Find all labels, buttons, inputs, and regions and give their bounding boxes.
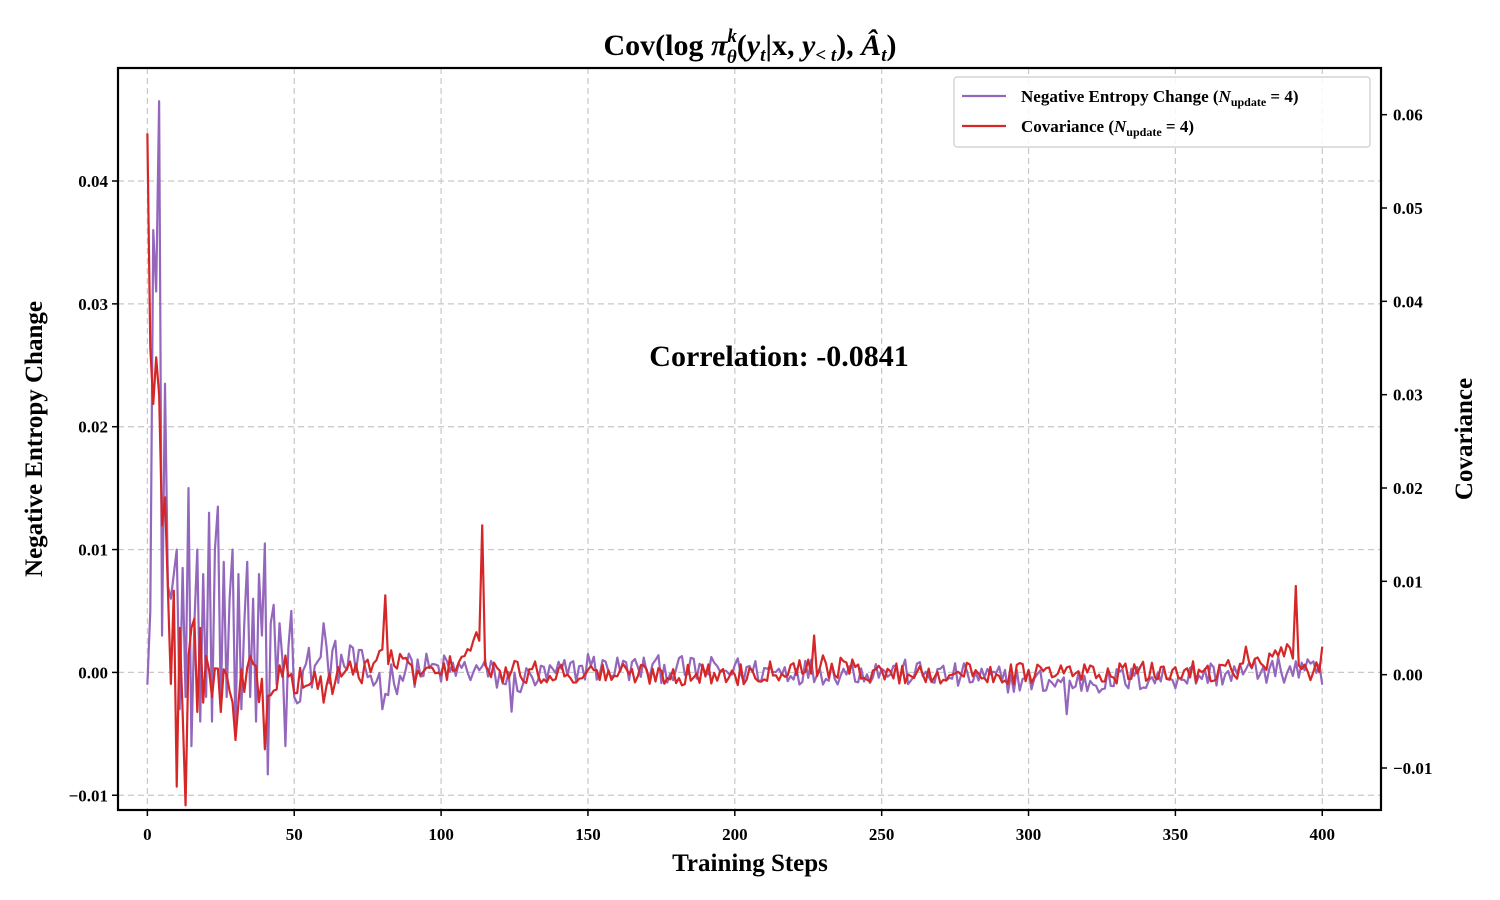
ticks: 0 50 100 150 200 250 300 350 400 −0.01 0.00 0.01 0.0…: [69, 106, 1433, 844]
x-tick-label: 100: [428, 825, 454, 844]
series-layer: [146, 100, 1324, 807]
x-tick-label: 400: [1310, 825, 1336, 844]
chart-title: Cov(log πk θ(yt|x, y< t), Ât): [604, 26, 897, 68]
y-axis-right-title: Covariance: [1451, 378, 1478, 500]
x-tick-label: 350: [1163, 825, 1189, 844]
y-left-tick-label: 0.03: [78, 295, 108, 314]
y-left-tick-label: 0.02: [78, 418, 108, 437]
y-right-tick-label: 0.01: [1393, 572, 1423, 591]
x-tick-label: 0: [143, 825, 152, 844]
y-axis-left-title: Negative Entropy Change: [21, 301, 48, 577]
legend-label-entropy: Negative Entropy Change (Nupdate = 4): [1021, 87, 1299, 109]
correlation-annotation: Correlation: -0.0841: [649, 340, 908, 373]
x-tick-label: 150: [575, 825, 601, 844]
y-left-tick-label: 0.00: [78, 663, 108, 682]
y-right-tick-label: 0.03: [1393, 386, 1423, 405]
legend: Negative Entropy Change (Nupdate = 4) Co…: [953, 76, 1371, 148]
x-tick-label: 300: [1016, 825, 1042, 844]
y-right-tick-label: 0.04: [1393, 292, 1423, 311]
series-line-covariance: [146, 133, 1324, 807]
y-right-tick-label: 0.00: [1393, 666, 1423, 685]
plot-frame: [116, 66, 1383, 812]
y-left-tick-label: 0.04: [78, 172, 108, 191]
y-left-tick-label: −0.01: [69, 786, 108, 805]
y-right-tick-label: 0.06: [1393, 106, 1423, 125]
y-right-tick-label: 0.02: [1393, 479, 1423, 498]
legend-box: [953, 76, 1371, 148]
series-line-negative-entropy-change: [146, 100, 1324, 776]
x-tick-label: 50: [286, 825, 303, 844]
x-tick-label: 250: [869, 825, 895, 844]
x-axis-title: Training Steps: [672, 850, 828, 877]
legend-label-covariance: Covariance (Nupdate = 4): [1021, 117, 1194, 139]
x-tick-label: 200: [722, 825, 748, 844]
y-left-tick-label: 0.01: [78, 541, 108, 560]
y-right-tick-label: 0.05: [1393, 199, 1423, 218]
y-right-tick-label: −0.01: [1393, 759, 1432, 778]
